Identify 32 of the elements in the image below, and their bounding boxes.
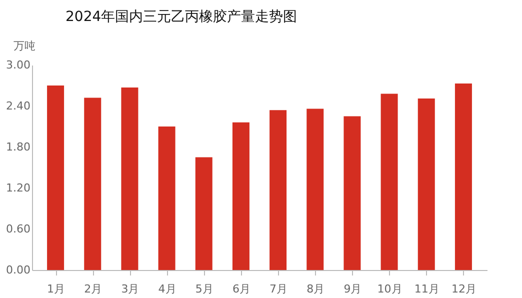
y-tick-label: 1.80 [6,140,30,154]
x-tick-label: 1月 [47,282,66,296]
y-tick-label: 0.00 [6,264,30,276]
x-tick-label: 9月 [344,282,362,296]
x-tick-label: 5月 [195,282,214,296]
x-tick-label: 8月 [306,282,325,296]
bar [47,86,64,270]
x-tick-label: 7月 [270,282,288,296]
bar [121,88,138,270]
y-tick-label: 1.20 [6,182,30,194]
bar [454,83,472,270]
y-tick-label: 3.00 [6,58,30,72]
y-axis-title: 万吨 [14,40,36,52]
x-tick-label: 12月 [451,282,476,296]
bar [84,98,102,270]
x-tick-label: 6月 [232,282,250,296]
x-tick-label: 3月 [121,282,140,296]
chart-title: 2024年国内三元乙丙橡胶产量走势图 [66,9,298,25]
bar [232,122,250,270]
bar [418,98,435,270]
x-tick-label: 4月 [158,282,176,296]
bar [158,126,176,270]
x-tick-label: 2月 [84,282,102,296]
y-tick-label: 0.60 [6,222,30,236]
bar [270,110,287,270]
y-tick-label: 2.40 [6,100,30,112]
bar [195,157,212,270]
x-tick-label: 10月 [377,282,402,296]
bar [380,94,398,270]
bar [306,108,324,270]
x-tick-label: 11月 [414,282,440,296]
bar [344,116,361,270]
